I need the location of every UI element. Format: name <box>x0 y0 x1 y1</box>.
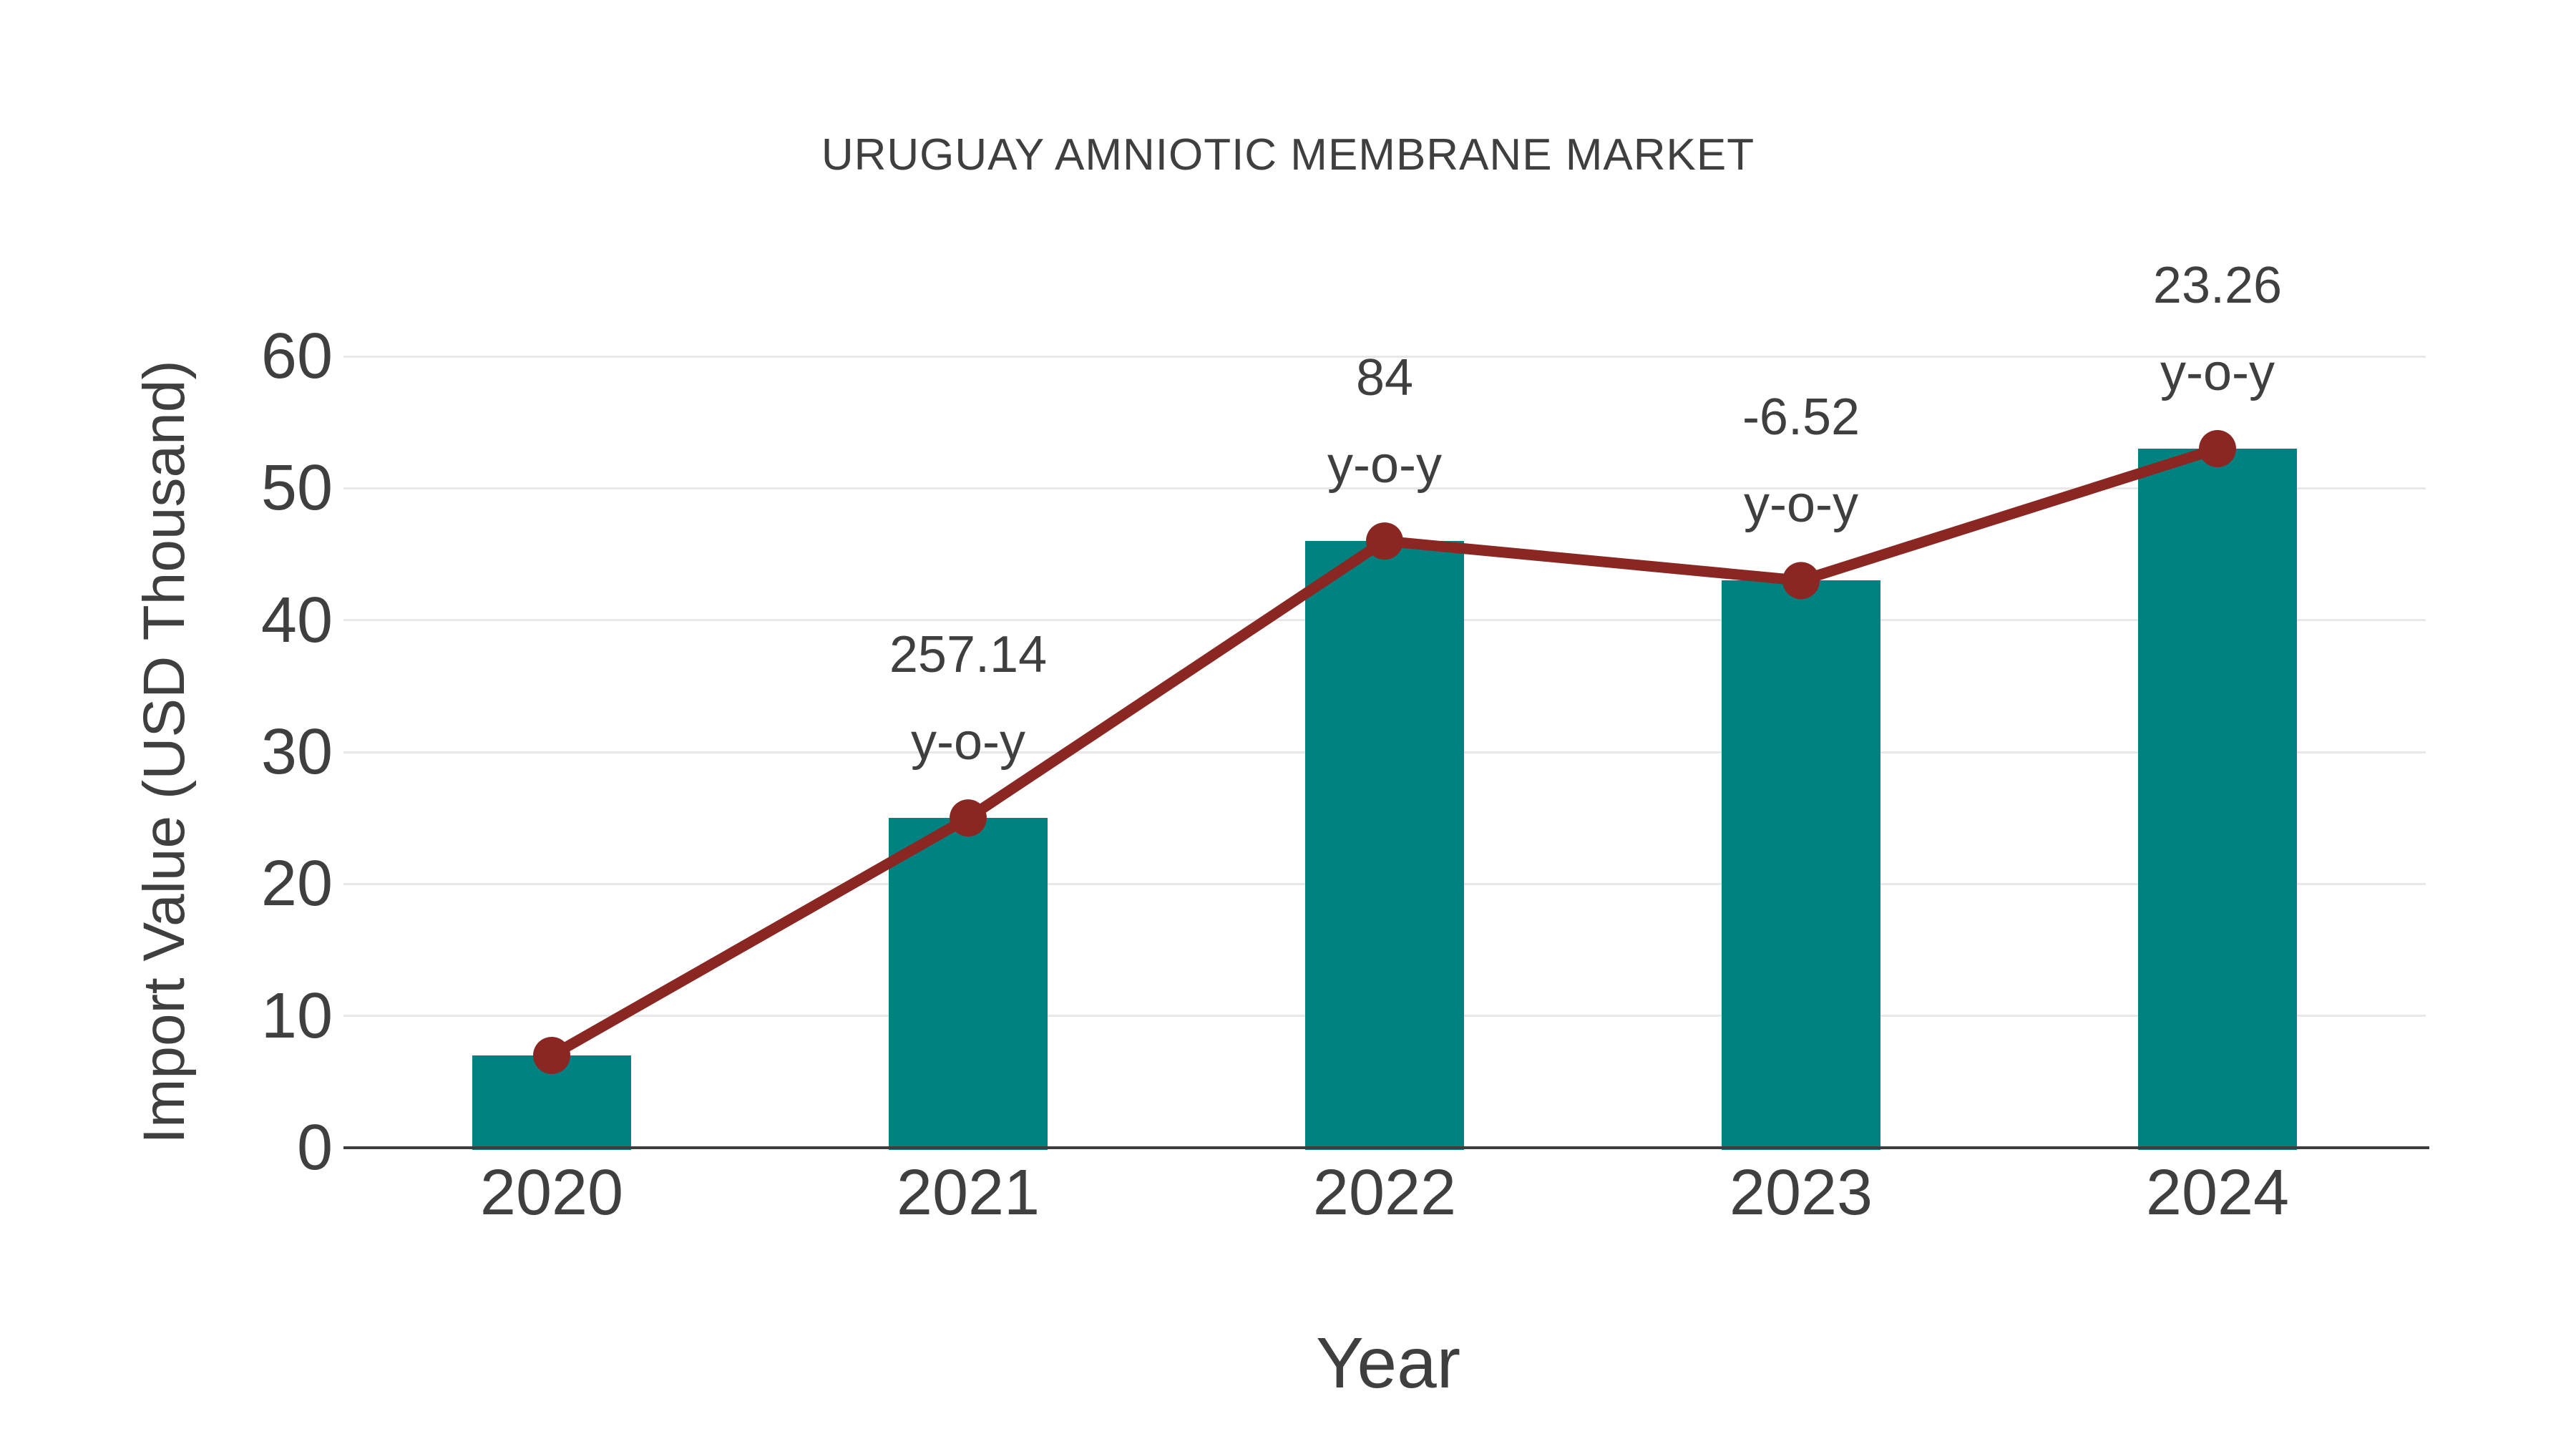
x-axis-title: Year <box>1315 1323 1461 1403</box>
annotation-suffix: y-o-y <box>1743 476 1858 534</box>
gridline-y-50 <box>343 487 2426 489</box>
x-tick-label-2023: 2023 <box>1729 1157 1873 1229</box>
annotation-2024: 23.26 y-o-y <box>2153 242 2282 416</box>
bar-2021 <box>889 818 1048 1150</box>
x-tick-label-2020: 2020 <box>479 1157 624 1229</box>
y-tick-label: 30 <box>260 716 333 788</box>
annotation-value: -6.52 <box>1742 389 1860 447</box>
annotation-suffix: y-o-y <box>911 713 1025 771</box>
data-point-marker-2022 <box>1366 522 1403 560</box>
annotation-2021: 257.14 y-o-y <box>889 611 1047 786</box>
annotation-2022: 84 y-o-y <box>1327 334 1442 509</box>
annotation-value: 23.26 <box>2152 257 2283 315</box>
annotation-suffix: y-o-y <box>1327 436 1442 494</box>
x-axis-line <box>343 1146 2429 1149</box>
data-point-marker-2021 <box>950 799 987 837</box>
annotation-2023: -6.52 y-o-y <box>1742 374 1860 548</box>
y-tick-label: 40 <box>260 584 333 656</box>
y-tick-label: 20 <box>260 848 333 920</box>
gridline-y-60 <box>343 355 2426 358</box>
y-tick-label: 0 <box>296 1112 333 1184</box>
annotation-value: 84 <box>1355 349 1414 407</box>
x-tick-label-2024: 2024 <box>2145 1157 2290 1229</box>
bar-2024 <box>2138 449 2297 1150</box>
bar-2023 <box>1722 580 1880 1150</box>
data-point-marker-2020 <box>533 1036 570 1074</box>
data-point-marker-2024 <box>2199 430 2236 468</box>
x-tick-label-2021: 2021 <box>896 1157 1040 1229</box>
y-tick-label: 60 <box>260 321 333 392</box>
annotation-suffix: y-o-y <box>2160 344 2275 402</box>
annotation-value: 257.14 <box>889 626 1048 684</box>
data-point-marker-2023 <box>1782 562 1820 600</box>
x-tick-label-2022: 2022 <box>1312 1157 1457 1229</box>
y-tick-label: 10 <box>260 980 333 1052</box>
y-tick-label: 50 <box>260 452 333 525</box>
chart-title: URUGUAY AMNIOTIC MEMBRANE MARKET <box>821 130 1755 180</box>
bar-2022 <box>1305 541 1464 1150</box>
